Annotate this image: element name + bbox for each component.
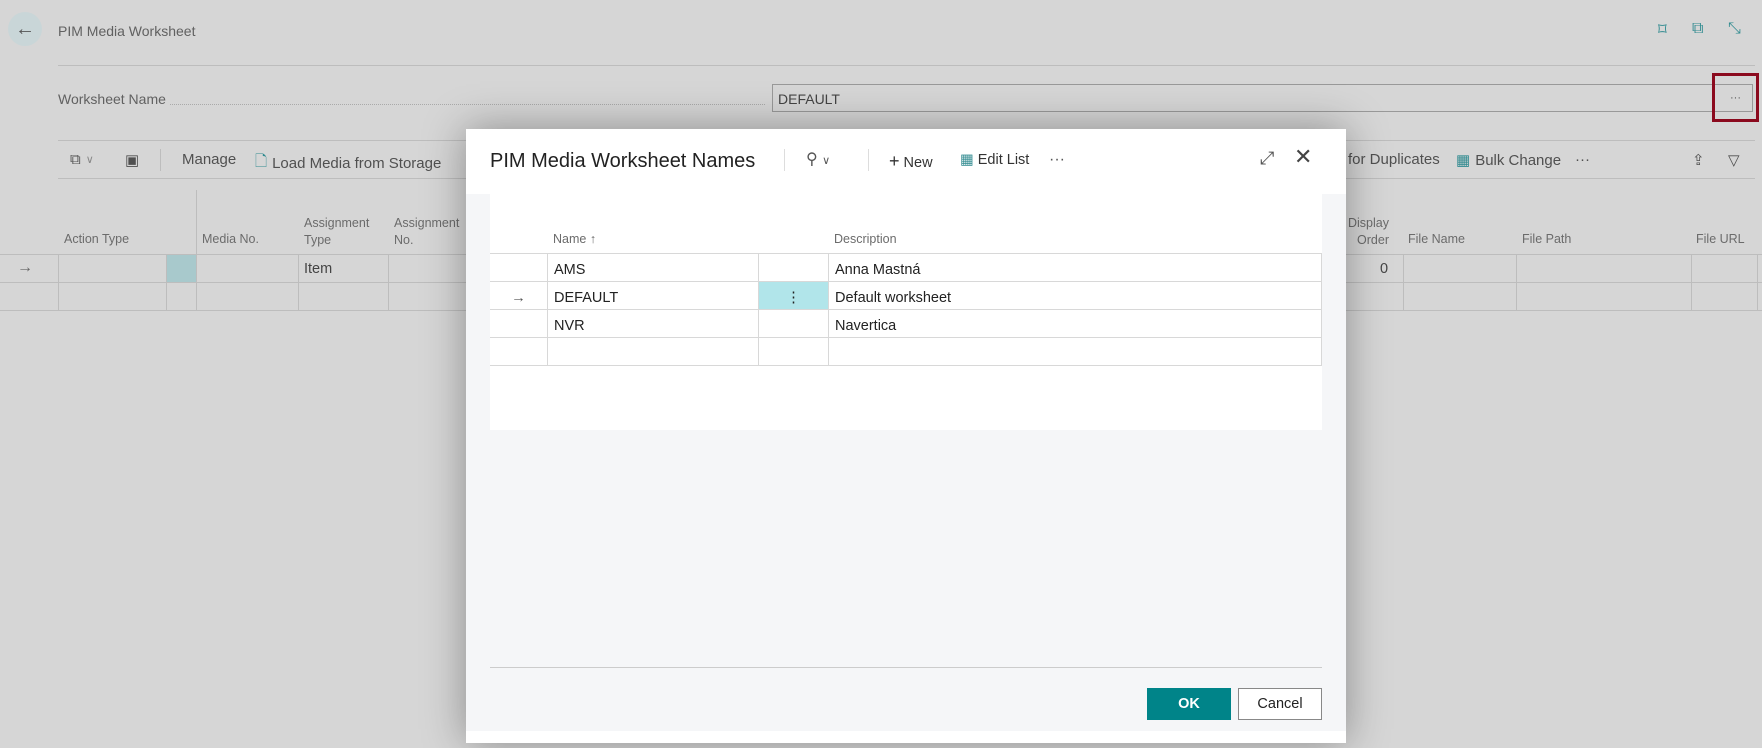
- lookup-dialog: PIM Media Worksheet Names ⚲ ∨ + New ▦ Ed…: [466, 129, 1346, 743]
- col-label: Assignment: [304, 216, 370, 230]
- cell-display-order[interactable]: 0: [1380, 261, 1389, 277]
- collapse-icon[interactable]: ⤡: [1728, 20, 1741, 37]
- ellipsis-icon: ···: [1730, 91, 1741, 104]
- cell-assignment-type[interactable]: Item: [304, 261, 333, 277]
- row-actions-cell[interactable]: ⋮: [759, 282, 829, 310]
- footer-divider: [490, 667, 1322, 668]
- dotted-leader: [170, 104, 765, 105]
- col-label: No.: [394, 233, 414, 247]
- grid-line: [1403, 255, 1404, 310]
- col-description[interactable]: Description: [834, 232, 897, 246]
- layout-icon[interactable]: ▣: [125, 152, 140, 169]
- share-icon[interactable]: ⇪: [1692, 152, 1705, 169]
- bulk-change-label: Bulk Change: [1475, 151, 1562, 169]
- edit-list-button[interactable]: ▦ Edit List: [960, 152, 1029, 168]
- edit-list-label: Edit List: [977, 152, 1030, 168]
- edit-grid-icon: ▦: [1456, 152, 1471, 169]
- row-indicator[interactable]: [490, 338, 548, 366]
- grid-selected-cell[interactable]: [166, 255, 197, 282]
- load-media-label: Load Media from Storage: [272, 155, 442, 172]
- row-arrow-icon: →: [17, 259, 33, 276]
- open-new-window-icon[interactable]: ⧉: [1692, 20, 1704, 37]
- col-assignment-type[interactable]: Assignment Type: [304, 215, 369, 249]
- col-file-url[interactable]: File URL: [1696, 232, 1745, 246]
- copilot-menu[interactable]: ⧉ ∨: [70, 151, 94, 168]
- expand-icon[interactable]: ⤢: [1260, 148, 1275, 168]
- grid-line: [298, 255, 299, 310]
- col-display-order[interactable]: Display Order: [1348, 215, 1389, 249]
- arrow-left-icon: ←: [15, 17, 35, 40]
- col-media-no[interactable]: Media No.: [202, 232, 259, 246]
- row-indicator[interactable]: [490, 310, 548, 338]
- search-button[interactable]: ⚲ ∨: [806, 149, 830, 169]
- grid-line: [58, 255, 59, 310]
- worksheet-name-label: Worksheet Name: [58, 91, 166, 107]
- col-file-name[interactable]: File Name: [1408, 232, 1465, 246]
- col-label: Order: [1357, 233, 1389, 247]
- grid-line: [1757, 255, 1758, 310]
- col-label: Type: [304, 233, 332, 247]
- col-label: Display: [1348, 216, 1389, 230]
- toolbar-separator: [160, 149, 161, 171]
- grid-line: [196, 190, 197, 310]
- cell-name[interactable]: DEFAULT: [548, 282, 759, 310]
- cancel-button[interactable]: Cancel: [1238, 688, 1322, 720]
- page-title: PIM Media Worksheet: [58, 23, 196, 39]
- row-indicator[interactable]: [490, 254, 548, 282]
- separator: [868, 149, 869, 171]
- cell-name[interactable]: NVR: [548, 310, 759, 338]
- cell-description[interactable]: [829, 338, 1322, 366]
- col-label: Assignment: [394, 216, 460, 230]
- back-button[interactable]: ←: [8, 12, 42, 46]
- close-icon[interactable]: ✕: [1294, 144, 1313, 169]
- row-actions-cell[interactable]: [759, 310, 829, 338]
- row-indicator[interactable]: →: [490, 282, 548, 310]
- edit-list-icon: ▦: [960, 152, 974, 168]
- list-table: Name ↑ Description AMS Anna Mastná → DEFAUL…: [490, 194, 1322, 430]
- lookup-button-highlight[interactable]: ···: [1712, 73, 1759, 122]
- header-line: [490, 253, 1322, 254]
- new-button[interactable]: + New: [889, 151, 933, 172]
- row-actions-cell[interactable]: [759, 338, 829, 366]
- worksheet-name-value: DEFAULT: [778, 91, 840, 107]
- grid-line: [1691, 255, 1692, 310]
- cell-description[interactable]: Default worksheet: [829, 282, 1322, 310]
- cell-name[interactable]: [548, 338, 759, 366]
- bookmark-icon[interactable]: ⌑: [1658, 20, 1667, 39]
- ok-button[interactable]: OK: [1147, 688, 1231, 720]
- plus-icon: +: [889, 151, 900, 171]
- more-actions-button[interactable]: ···: [1575, 151, 1590, 168]
- file-upload-icon: 🗋: [255, 153, 268, 170]
- cell-name[interactable]: AMS: [548, 254, 759, 282]
- grid-line: [166, 255, 167, 310]
- filter-icon[interactable]: ▽: [1728, 152, 1740, 169]
- manage-menu[interactable]: Manage: [182, 151, 237, 168]
- worksheet-name-input[interactable]: DEFAULT: [772, 84, 1753, 112]
- load-media-button[interactable]: 🗋 Load Media from Storage: [255, 151, 441, 176]
- bulk-change-button[interactable]: ▦ Bulk Change: [1456, 151, 1562, 170]
- col-name-label: Name: [553, 232, 587, 246]
- cell-description[interactable]: Navertica: [829, 310, 1322, 338]
- check-duplicates-button[interactable]: for Duplicates: [1348, 151, 1440, 168]
- divider: [58, 65, 1755, 66]
- more-options-button[interactable]: ···: [1049, 151, 1065, 168]
- search-icon: ⚲: [806, 151, 818, 168]
- col-file-path[interactable]: File Path: [1522, 232, 1572, 246]
- grid-line: [1516, 255, 1517, 310]
- chevron-down-icon: ∨: [822, 155, 831, 167]
- col-assignment-no[interactable]: Assignment No.: [394, 215, 459, 249]
- separator: [784, 149, 785, 171]
- dialog-title: PIM Media Worksheet Names: [490, 150, 756, 172]
- col-name[interactable]: Name ↑: [553, 232, 596, 246]
- grid-line: [388, 255, 389, 310]
- cell-description[interactable]: Anna Mastná: [829, 254, 1322, 282]
- new-label: New: [903, 155, 933, 171]
- col-action-type[interactable]: Action Type: [64, 232, 130, 246]
- sort-ascending-icon: ↑: [589, 232, 597, 246]
- row-actions-cell[interactable]: [759, 254, 829, 282]
